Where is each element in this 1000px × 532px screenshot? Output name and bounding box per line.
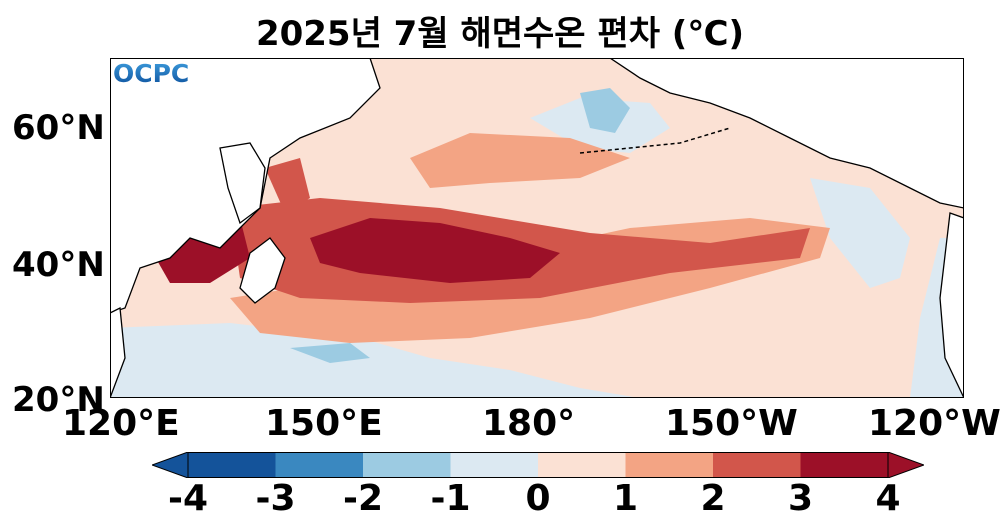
- anomaly-region-cool-south: [110, 323, 640, 398]
- colorbar-tick-label: 1: [612, 478, 639, 519]
- colorbar-frame: [187, 452, 889, 478]
- colorbar-segment: [713, 452, 801, 478]
- lon-label-180: 180°: [482, 403, 576, 444]
- colorbar-tick-label: 4: [875, 478, 901, 519]
- lat-label-40n: 40°N: [12, 245, 105, 285]
- colorbar-extend-low: [152, 452, 189, 478]
- colorbar-segment: [800, 452, 889, 478]
- lon-label-120e: 120°E: [62, 403, 180, 444]
- colorbar-extend-high: [887, 452, 924, 478]
- colorbar-segment: [625, 452, 714, 478]
- map-svg: [110, 58, 964, 398]
- colorbar-tick-label: -3: [255, 478, 296, 519]
- japan-islands: [239, 237, 286, 304]
- map-frame: [110, 58, 964, 398]
- aleutian-islands: [579, 127, 731, 154]
- map-title: 2025년 7월 해면수온 편차 (℃): [255, 14, 745, 54]
- anomaly-region-cool-east: [810, 178, 910, 288]
- colorbar-segment: [538, 452, 626, 478]
- lat-label-20n: 20°N: [12, 380, 105, 420]
- colorbar-segment: [188, 452, 276, 478]
- colorbar: [152, 452, 924, 478]
- colorbar-tick-label: -4: [168, 478, 208, 519]
- kamchatka-landmass: [219, 142, 266, 225]
- anomaly-region-okhotsk: [265, 158, 310, 213]
- anomaly-region-cool-patch: [290, 343, 370, 363]
- lon-label-150w: 150°W: [665, 403, 798, 444]
- colorbar-tick-label: 0: [525, 478, 551, 519]
- west-coast-landmass: [939, 212, 964, 398]
- colorbar-tick-label: -1: [430, 478, 471, 519]
- colorbar-tick-label: 3: [787, 478, 814, 519]
- sst-anomaly-map: [110, 58, 964, 398]
- anomaly-region-warm-north: [410, 133, 630, 188]
- anomaly-region-cool-bering-core: [580, 88, 630, 133]
- lat-label-60n: 60°N: [12, 108, 105, 148]
- colorbar-segment: [450, 452, 539, 478]
- ocpc-logo: OCPC: [113, 59, 190, 88]
- anomaly-region-extreme-warm: [310, 218, 560, 283]
- lon-label-150e: 150°E: [265, 403, 383, 444]
- north-america-landmass: [608, 58, 964, 209]
- colorbar-segment: [275, 452, 364, 478]
- colorbar-segment: [363, 452, 451, 478]
- south-china-landmass: [110, 306, 126, 398]
- colorbar-tick-label: 2: [700, 478, 726, 519]
- lon-label-120w: 120°W: [868, 403, 1000, 444]
- colorbar-tick-label: -2: [343, 478, 383, 519]
